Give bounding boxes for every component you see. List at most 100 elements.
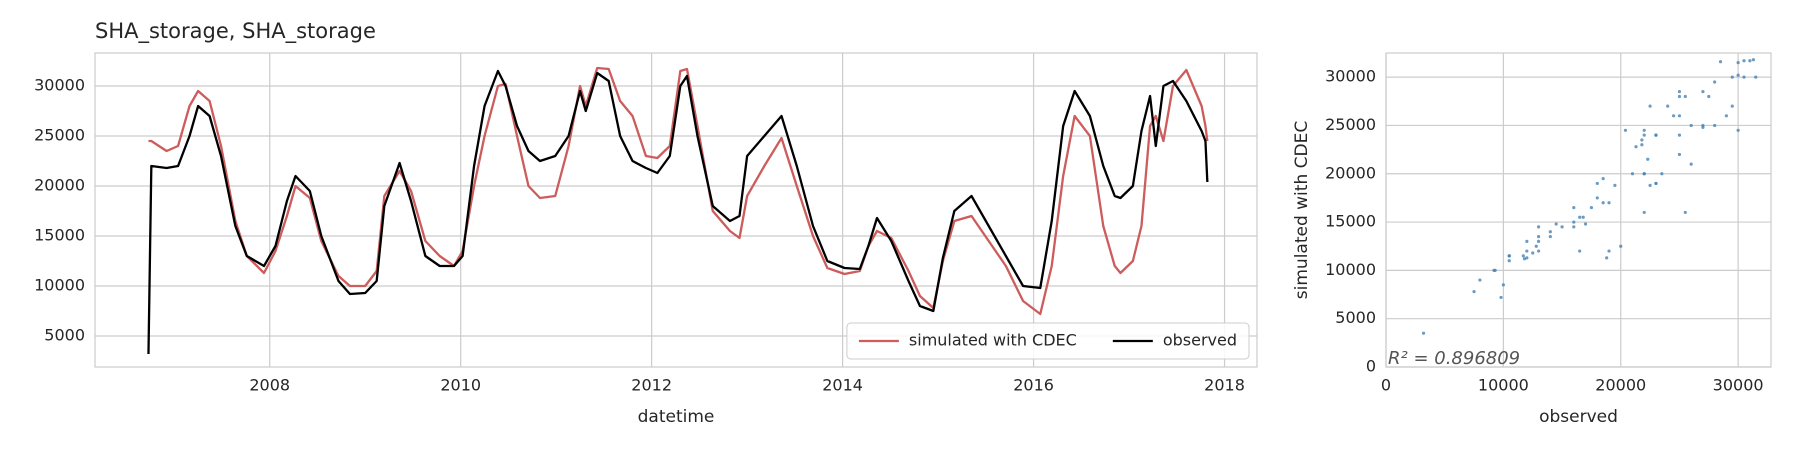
y-tick-label: 20000 [34, 176, 85, 195]
scatter-point [1748, 59, 1752, 63]
scatter-point [1683, 210, 1687, 215]
scatter-point [1642, 133, 1646, 137]
scatter-point [1501, 283, 1505, 287]
scatter-point [1578, 215, 1582, 219]
scatter-point [1677, 114, 1682, 118]
scatter-point [1525, 239, 1529, 243]
x-axis-label: datetime [638, 407, 715, 427]
scatter-point [1595, 196, 1599, 200]
scatter-point [1521, 254, 1525, 258]
scatter-point [1677, 152, 1682, 157]
scatter-point [1583, 222, 1588, 226]
scatter-point [1572, 220, 1576, 224]
scatter-point [1560, 225, 1564, 229]
scatter-point [1623, 128, 1628, 132]
x-tick-label: 20000 [1595, 376, 1646, 395]
scatter-point [1671, 114, 1676, 118]
scatter-point [1421, 331, 1426, 335]
scatter-point [1736, 73, 1740, 77]
scatter-point [1654, 181, 1658, 186]
chart-title: SHA_storage, SHA_storage [95, 19, 376, 44]
scatter-point [1589, 205, 1594, 210]
x-tick-label: 0 [1381, 376, 1391, 395]
y-tick-label: 5000 [1335, 308, 1376, 327]
legend-frame [846, 322, 1250, 360]
legend-label: simulated with CDEC [909, 331, 1077, 350]
scatter-point [1713, 123, 1717, 128]
scatter-point [1742, 59, 1746, 63]
y-tick-label: 15000 [1325, 212, 1376, 231]
annotation: R² = 0.896809 [1388, 348, 1520, 369]
scatter-point [1572, 225, 1576, 229]
y-tick-label: 20000 [1325, 163, 1376, 182]
legend-label: observed [1163, 331, 1237, 350]
scatter-point [1677, 94, 1682, 99]
scatter-point [1507, 259, 1511, 263]
scatter-point [1493, 268, 1497, 272]
scatter-point [1724, 114, 1728, 118]
x-tick-label: 30000 [1713, 376, 1764, 395]
scatter-point [1522, 257, 1527, 261]
scatter-point [1536, 239, 1541, 243]
scatter-point [1634, 145, 1638, 149]
scatter-point [1536, 225, 1541, 229]
scatter-point [1619, 244, 1623, 248]
x-tick-label: 2010 [440, 376, 481, 395]
scatter-point [1601, 201, 1605, 205]
scatter-point [1642, 210, 1646, 215]
scatter-point [1689, 162, 1693, 166]
scatter-point [1642, 128, 1646, 132]
scatter-point [1595, 181, 1599, 186]
scatter-point [1601, 177, 1605, 181]
scatter-point [1525, 249, 1529, 253]
scatter-point [1581, 215, 1585, 219]
scatter-point [1607, 249, 1611, 253]
scatter-point [1654, 133, 1658, 137]
scatter-point [1646, 157, 1650, 161]
scatter-point [1718, 60, 1723, 64]
scatter-point [1578, 249, 1582, 253]
y-tick-label: 15000 [34, 226, 85, 245]
scatter-point [1677, 133, 1682, 137]
scatter-point [1531, 251, 1535, 255]
y-tick-label: 10000 [1325, 260, 1376, 279]
y-tick-label: 30000 [1325, 67, 1376, 86]
scatter-point [1630, 172, 1635, 176]
scatter-point [1507, 254, 1511, 258]
series-line [148, 66, 1209, 316]
scatter-point [1730, 104, 1734, 108]
scatter-point [1642, 172, 1646, 176]
y-tick-label: 0 [1366, 357, 1376, 376]
scatter-point [1689, 123, 1693, 128]
y-tick-label: 30000 [34, 76, 85, 95]
legend: simulated with CDEC observed [846, 322, 1250, 360]
scatter-point [1472, 290, 1476, 294]
scatter-point [1640, 138, 1644, 142]
scatter-point [1548, 234, 1552, 239]
scatter-point [1701, 123, 1705, 128]
scatter-point [1548, 230, 1552, 234]
y-tick-label: 25000 [1325, 115, 1376, 134]
scatter-point [1605, 256, 1609, 260]
x-tick-label: 10000 [1478, 376, 1529, 395]
scatter-point [1701, 90, 1705, 94]
scatter-point [1677, 90, 1682, 94]
scatter-point [1648, 183, 1652, 187]
scatter-point [1754, 75, 1758, 79]
scatter-point [1707, 94, 1711, 99]
scatter-point [1554, 222, 1558, 226]
scatter-point [1713, 80, 1717, 84]
x-tick-label: 2012 [631, 376, 672, 395]
scatter-point [1572, 205, 1576, 210]
y-tick-label: 25000 [34, 126, 85, 145]
plot-frame [1385, 52, 1772, 368]
plot-frame [94, 52, 1258, 368]
scatter-point [1660, 172, 1664, 176]
series-line [147, 69, 1209, 355]
y-tick-label: 10000 [34, 276, 85, 295]
scatter-point [1640, 143, 1644, 147]
scatter-point [1742, 75, 1746, 79]
x-tick-label: 2014 [822, 376, 863, 395]
x-axis-label: observed [1539, 407, 1618, 427]
